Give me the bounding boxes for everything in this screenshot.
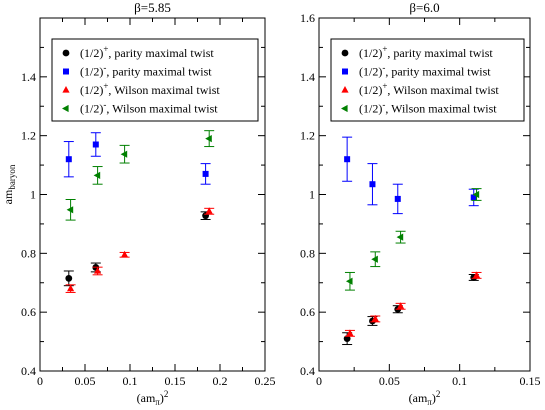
legend-marker: [62, 49, 70, 57]
y-tick-label: 1.2: [300, 129, 315, 143]
data-point: [369, 181, 376, 188]
x-axis-label: (amπ)2: [409, 389, 441, 407]
series-1: [63, 211, 211, 287]
legend-label: (1/2)+, Wilson maximal twist: [80, 81, 220, 97]
series-2: [342, 136, 479, 215]
series-3: [344, 271, 482, 337]
data-point: [65, 274, 73, 282]
x-tick-label: 0.05: [379, 374, 400, 388]
legend-marker: [342, 68, 348, 75]
chart-panel-2: β=6.0 0 0.05 0.1 0.15 0.4 0.6 0.8 1 1.2 1.4 1.6 (amπ…: [300, 0, 541, 407]
x-tick-label: 0.25: [255, 374, 276, 388]
series-1: [342, 274, 479, 346]
data-point: [344, 156, 351, 163]
y-tick-label: 1: [30, 188, 36, 202]
data-point: [472, 271, 481, 278]
y-tick-label: 0.4: [300, 364, 315, 378]
x-tick-label: 0.1: [123, 374, 138, 388]
series-2: [63, 132, 211, 185]
y-tick-label: 1: [309, 188, 315, 202]
series-4: [344, 188, 482, 291]
legend-marker: [62, 104, 69, 113]
legend-marker: [341, 104, 348, 113]
legend-label: (1/2)+, parity maximal twist: [80, 44, 214, 60]
y-axis-label: ambaryon: [1, 164, 17, 204]
x-tick-label: 0: [37, 374, 43, 388]
legend-marker: [62, 86, 70, 93]
chart-title: β=6.0: [409, 0, 439, 15]
data-point: [121, 250, 129, 258]
legend-label: (1/2)-, parity maximal twist: [80, 63, 212, 79]
data-point: [202, 170, 209, 177]
legend-label: (1/2)-, parity maximal twist: [359, 63, 491, 79]
y-tick-label: 0.4: [21, 364, 36, 378]
legend: (1/2)+, parity maximal twist (1/2)-, pari…: [51, 38, 259, 122]
y-tick-label: 0.8: [21, 246, 36, 260]
data-point: [65, 156, 72, 163]
data-point: [346, 329, 354, 336]
legend-marker: [63, 68, 69, 75]
x-axis-label: (amπ)2: [137, 389, 169, 407]
data-point: [343, 335, 351, 343]
legend-box: [330, 38, 525, 122]
data-point: [470, 194, 477, 201]
chart-title: β=5.85: [134, 0, 171, 15]
x-tick-label: 0.2: [213, 374, 228, 388]
legend-marker: [341, 49, 349, 57]
legend-marker: [341, 86, 349, 93]
data-point: [371, 255, 378, 263]
data-point: [66, 206, 74, 214]
series-4: [65, 130, 215, 221]
legend-label: (1/2)+, parity maximal twist: [359, 44, 493, 60]
y-tick-label: 1.4: [300, 70, 315, 84]
y-tick-label: 1.4: [21, 70, 36, 84]
x-tick-label: 0.15: [165, 374, 186, 388]
y-tick-label: 1.2: [21, 129, 36, 143]
data-point: [371, 314, 379, 322]
data-point: [205, 135, 212, 143]
x-tick-label: 0.05: [75, 374, 96, 388]
data-point: [92, 141, 99, 148]
y-tick-label: 0.6: [300, 305, 315, 319]
y-tick-label: 0.8: [300, 246, 315, 260]
data-point: [205, 207, 213, 214]
data-point: [396, 302, 405, 309]
chart-panel-1: β=5.85 0 0.05 0.1 0.15 0.2 0.25 0.4 0.6 0.8 1 1.2 1.…: [1, 0, 276, 407]
legend-label: (1/2)+, Wilson maximal twist: [359, 81, 499, 97]
legend-box: [51, 38, 259, 122]
data-point: [396, 233, 404, 241]
x-tick-label: 0.1: [452, 374, 467, 388]
series-3: [65, 207, 215, 293]
x-tick-label: 0: [316, 374, 322, 388]
data-point: [93, 171, 101, 179]
y-tick-label: 1.6: [300, 11, 315, 25]
data-point: [120, 150, 128, 158]
y-tick-label: 0.6: [21, 305, 36, 319]
data-point: [67, 284, 75, 292]
data-point: [394, 195, 401, 202]
legend-label: (1/2)-, Wilson maximal twist: [359, 100, 497, 116]
legend: (1/2)+, parity maximal twist (1/2)-, pari…: [330, 38, 525, 122]
x-tick-label: 0.15: [520, 374, 541, 388]
data-point: [94, 266, 102, 274]
legend-label: (1/2)-, Wilson maximal twist: [80, 100, 218, 116]
data-point: [472, 190, 480, 199]
data-point: [345, 277, 353, 285]
